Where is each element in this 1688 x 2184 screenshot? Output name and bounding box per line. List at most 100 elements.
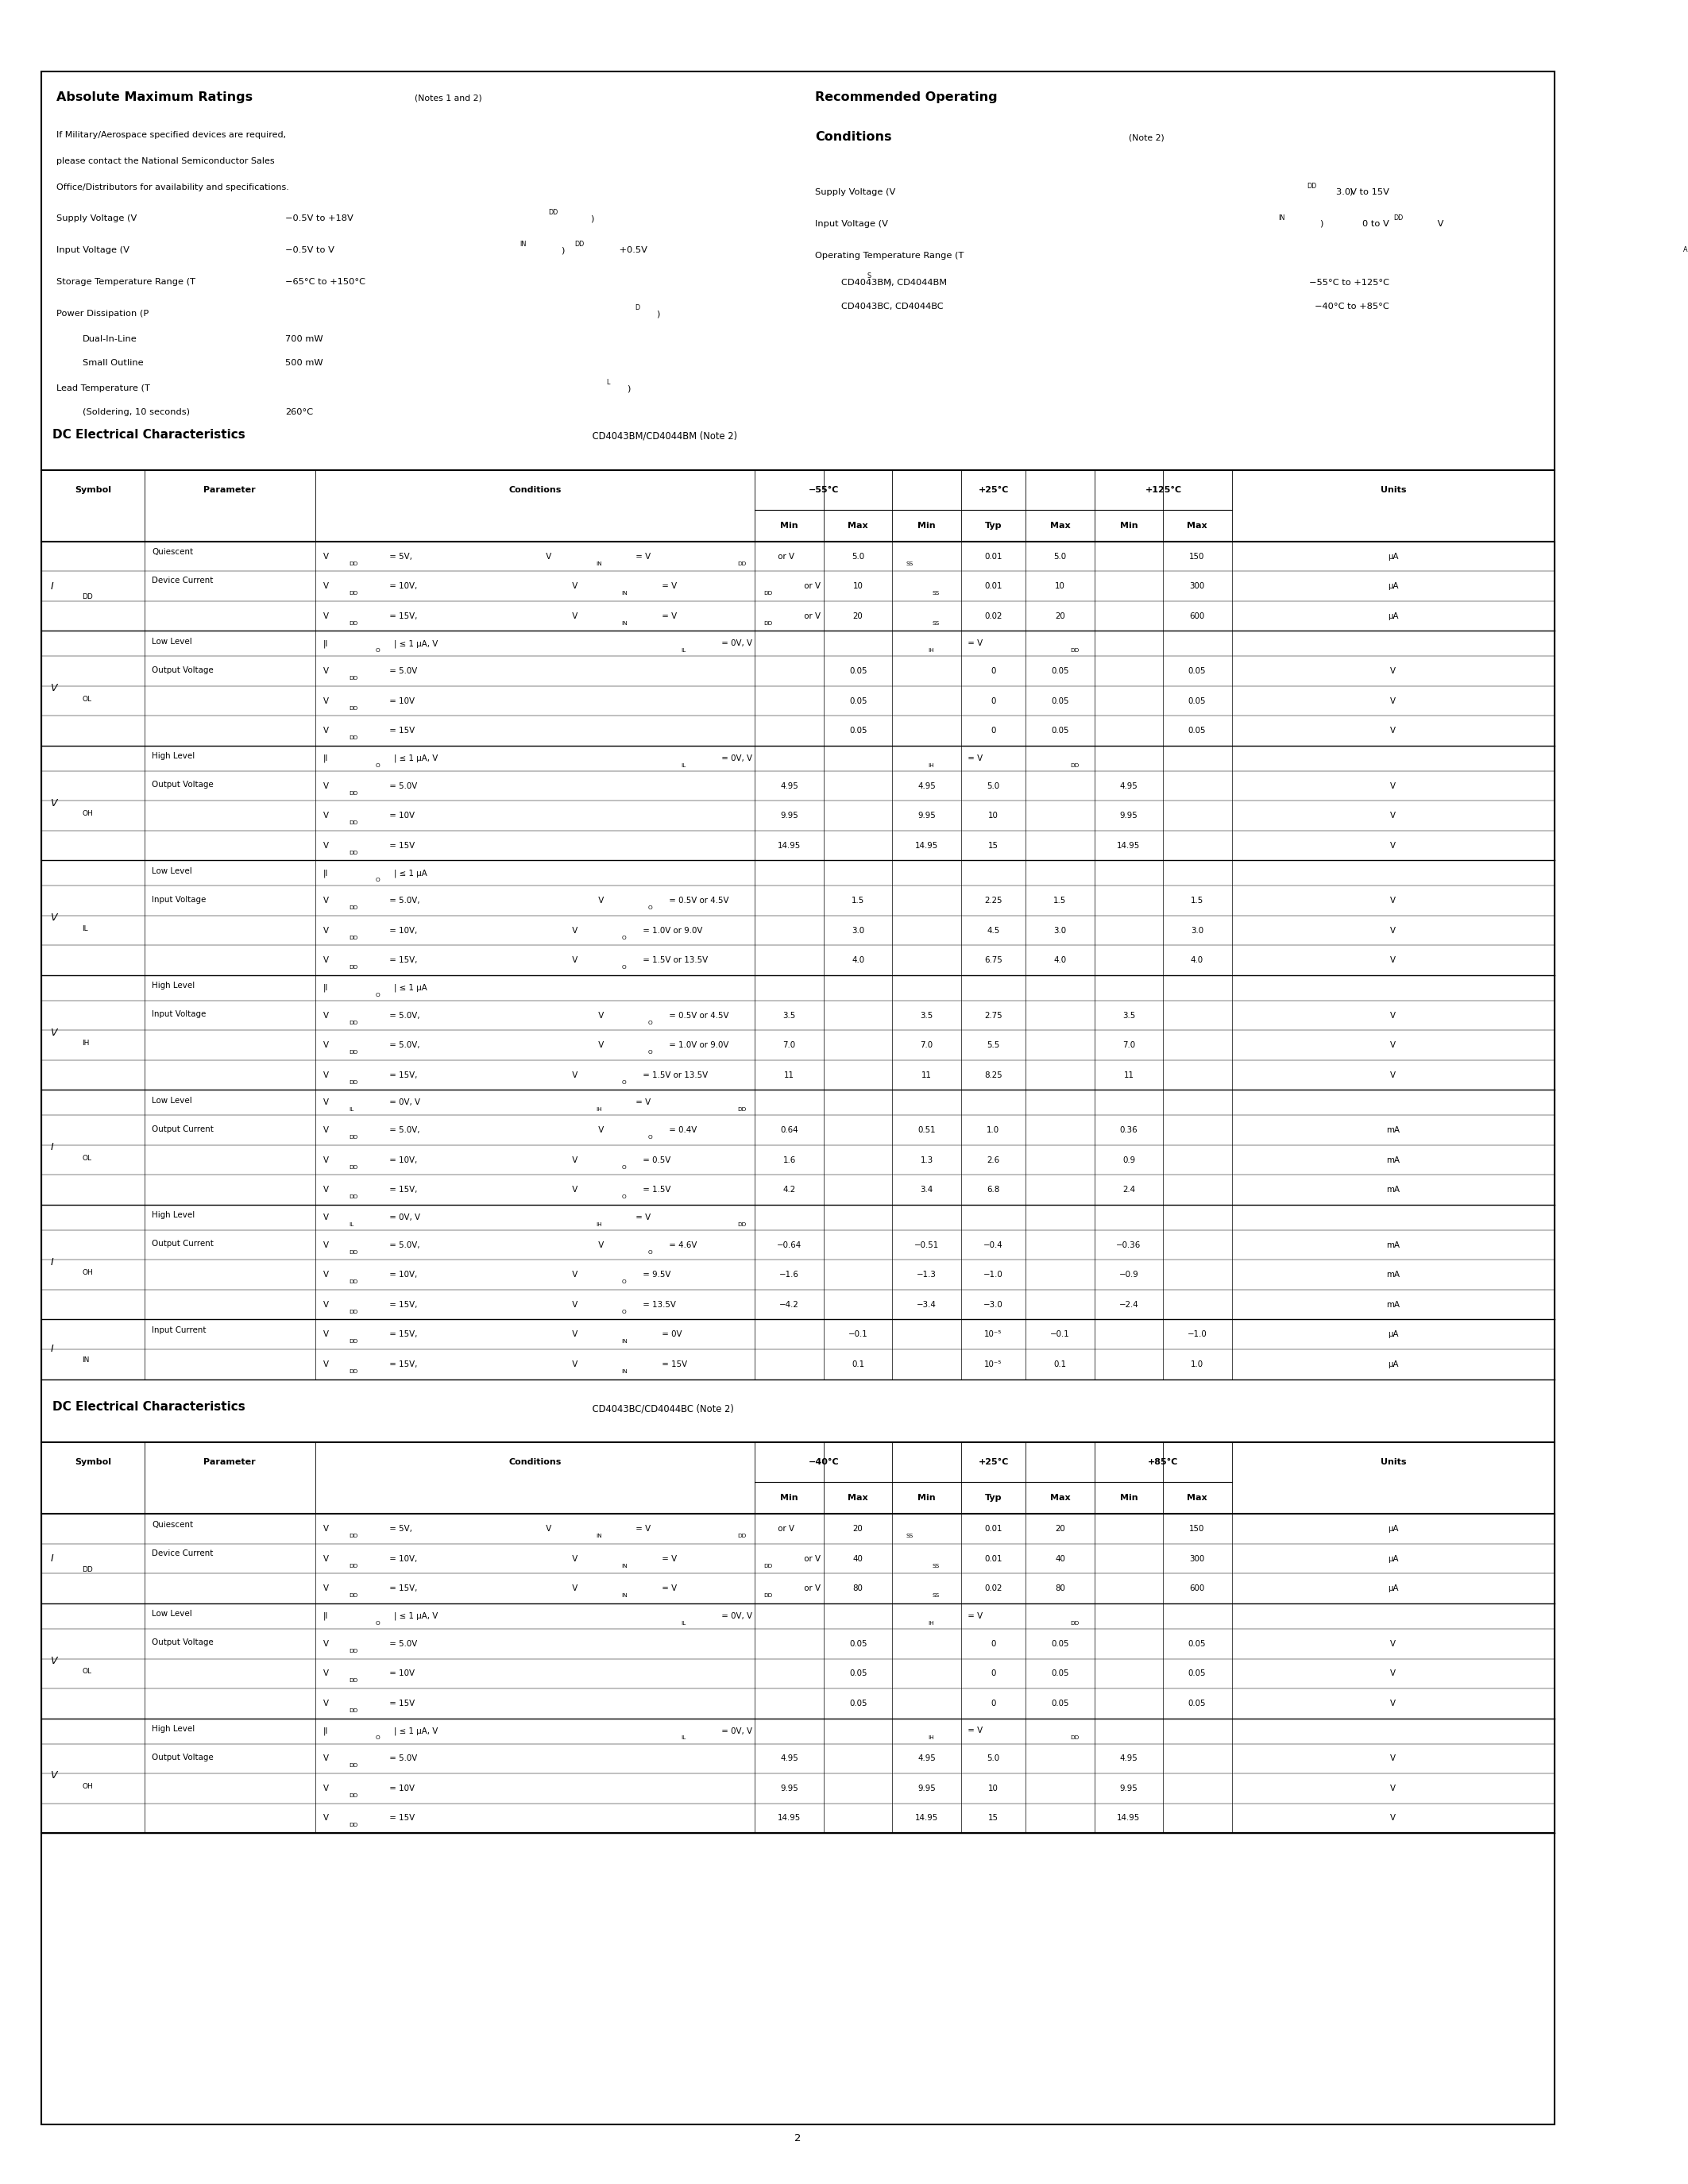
Text: V: V xyxy=(1391,727,1396,734)
Text: Input Current: Input Current xyxy=(152,1326,206,1334)
Text: = V: = V xyxy=(660,1555,677,1564)
Text: 500 mW: 500 mW xyxy=(285,358,322,367)
Text: Low Level: Low Level xyxy=(152,1610,192,1618)
Text: Dual-In-Line: Dual-In-Line xyxy=(83,334,137,343)
Text: V: V xyxy=(1391,841,1396,850)
Text: CD4043BC/CD4044BC (Note 2): CD4043BC/CD4044BC (Note 2) xyxy=(589,1404,734,1413)
Text: O: O xyxy=(621,1164,626,1171)
Text: or V: or V xyxy=(802,1586,820,1592)
Text: | ≤ 1 μA, V: | ≤ 1 μA, V xyxy=(393,1728,437,1734)
Text: IH: IH xyxy=(83,1040,89,1046)
Text: V: V xyxy=(569,1070,577,1079)
Text: V: V xyxy=(322,1330,329,1339)
Text: V: V xyxy=(51,913,57,924)
Text: V: V xyxy=(1391,697,1396,705)
Text: DD: DD xyxy=(349,1594,358,1599)
Text: 4.95: 4.95 xyxy=(1119,782,1138,791)
Text: 4.95: 4.95 xyxy=(780,782,798,791)
Text: = V: = V xyxy=(633,553,652,561)
Text: μA: μA xyxy=(1388,553,1398,561)
Text: V: V xyxy=(1391,812,1396,819)
Text: mA: mA xyxy=(1386,1241,1399,1249)
Text: −0.4: −0.4 xyxy=(984,1241,1003,1249)
Text: = 0V, V: = 0V, V xyxy=(719,1728,753,1734)
Text: V: V xyxy=(596,1127,604,1133)
Text: = 0V, V: = 0V, V xyxy=(387,1214,420,1221)
Text: 5.0: 5.0 xyxy=(852,553,864,561)
Text: DD: DD xyxy=(349,1564,358,1568)
Text: 10: 10 xyxy=(852,583,863,590)
Text: O: O xyxy=(375,1621,380,1625)
Text: or V: or V xyxy=(802,612,820,620)
Text: 3.0V to 15V: 3.0V to 15V xyxy=(1337,188,1389,197)
Text: Output Voltage: Output Voltage xyxy=(152,780,213,788)
Text: 14.95: 14.95 xyxy=(778,841,800,850)
Text: V: V xyxy=(1391,1699,1396,1708)
Text: 0.05: 0.05 xyxy=(849,1640,868,1647)
Text: Low Level: Low Level xyxy=(152,638,192,646)
Text: 1.5: 1.5 xyxy=(1190,898,1204,904)
Text: O: O xyxy=(621,935,626,939)
Text: −1.6: −1.6 xyxy=(780,1271,798,1280)
Text: = 10V: = 10V xyxy=(387,1784,415,1793)
Text: DD: DD xyxy=(349,1079,358,1085)
Text: 20: 20 xyxy=(852,612,863,620)
Text: 1.3: 1.3 xyxy=(920,1155,933,1164)
Text: +125°C: +125°C xyxy=(1144,487,1182,494)
Text: = 0.4V: = 0.4V xyxy=(667,1127,697,1133)
Text: DD: DD xyxy=(549,210,559,216)
Text: = V: = V xyxy=(660,612,677,620)
Text: −0.1: −0.1 xyxy=(847,1330,868,1339)
Text: 1.5: 1.5 xyxy=(1053,898,1067,904)
Text: −0.9: −0.9 xyxy=(1119,1271,1139,1280)
Text: V: V xyxy=(1391,1042,1396,1048)
Text: 0.1: 0.1 xyxy=(1053,1361,1067,1367)
Text: V: V xyxy=(322,1099,329,1107)
Text: 2.75: 2.75 xyxy=(984,1011,1003,1020)
Text: 0: 0 xyxy=(991,668,996,675)
Text: 3.5: 3.5 xyxy=(920,1011,933,1020)
Text: V: V xyxy=(322,926,329,935)
Text: −3.0: −3.0 xyxy=(984,1302,1003,1308)
Text: 10: 10 xyxy=(1055,583,1065,590)
Text: 0.01: 0.01 xyxy=(984,1524,1003,1533)
Text: CD4043BC, CD4044BC: CD4043BC, CD4044BC xyxy=(841,304,944,310)
Text: = 0.5V or 4.5V: = 0.5V or 4.5V xyxy=(667,1011,729,1020)
Text: = 0V, V: = 0V, V xyxy=(719,1612,753,1621)
Text: V: V xyxy=(322,812,329,819)
Text: 14.95: 14.95 xyxy=(915,841,939,850)
Text: 150: 150 xyxy=(1190,553,1205,561)
Text: ): ) xyxy=(657,310,660,317)
Text: V: V xyxy=(322,1586,329,1592)
Text: DC Electrical Characteristics: DC Electrical Characteristics xyxy=(52,428,245,441)
Text: μA: μA xyxy=(1388,583,1398,590)
Text: DD: DD xyxy=(349,791,358,795)
Text: V: V xyxy=(322,1070,329,1079)
Text: 10: 10 xyxy=(987,812,998,819)
Text: Max: Max xyxy=(1050,522,1070,531)
Text: −1.0: −1.0 xyxy=(984,1271,1003,1280)
Text: IN: IN xyxy=(621,592,628,596)
Text: V: V xyxy=(322,553,329,561)
Text: O: O xyxy=(648,1136,653,1140)
Text: CD4043BM/CD4044BM (Note 2): CD4043BM/CD4044BM (Note 2) xyxy=(589,430,738,441)
Text: V: V xyxy=(322,1555,329,1564)
Text: −0.5V to V: −0.5V to V xyxy=(285,247,334,253)
Text: 10⁻⁵: 10⁻⁵ xyxy=(984,1361,1003,1367)
Text: Output Voltage: Output Voltage xyxy=(152,1638,213,1647)
Text: = 1.0V or 9.0V: = 1.0V or 9.0V xyxy=(640,926,702,935)
Text: DD: DD xyxy=(83,1566,93,1572)
Text: V: V xyxy=(51,1771,57,1780)
Text: Office/Distributors for availability and specifications.: Office/Distributors for availability and… xyxy=(56,183,289,192)
Text: = 15V,: = 15V, xyxy=(387,1070,417,1079)
Text: = 15V,: = 15V, xyxy=(387,612,417,620)
Text: V: V xyxy=(322,1754,329,1762)
Text: = 10V,: = 10V, xyxy=(387,1271,417,1280)
Text: CD4043BM, CD4044BM: CD4043BM, CD4044BM xyxy=(841,280,947,286)
Text: 150: 150 xyxy=(1190,1524,1205,1533)
Text: L: L xyxy=(606,378,609,387)
Text: Min: Min xyxy=(780,1494,798,1503)
Text: Units: Units xyxy=(1381,1459,1406,1465)
Text: 7.0: 7.0 xyxy=(1123,1042,1134,1048)
Text: IN: IN xyxy=(520,240,527,247)
